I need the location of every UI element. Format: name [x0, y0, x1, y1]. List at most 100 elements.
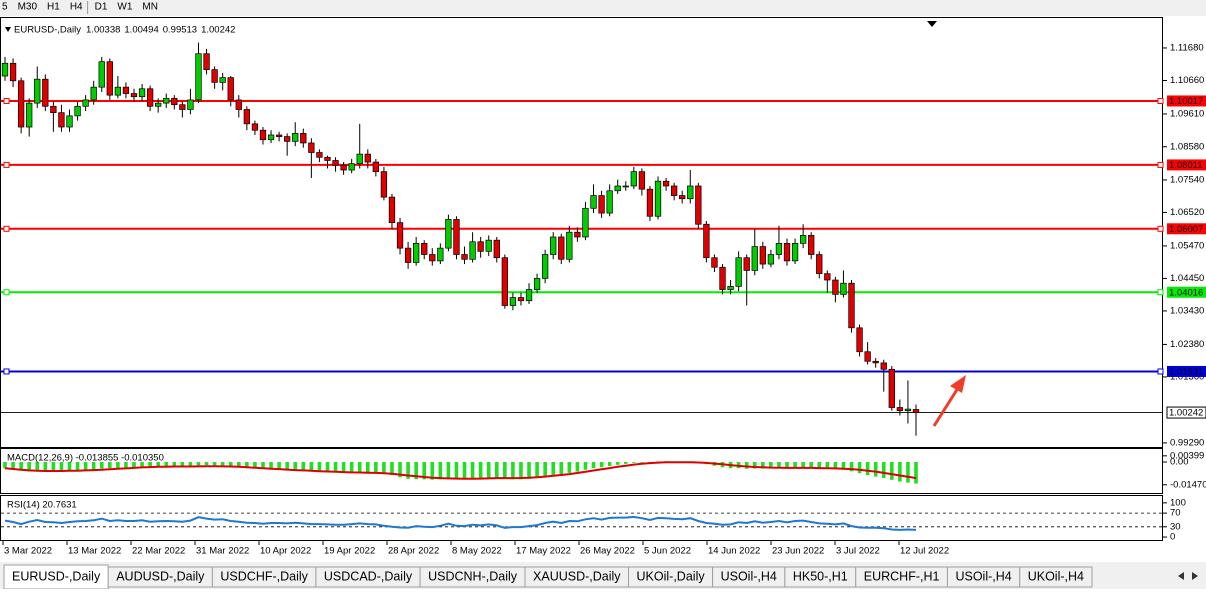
candle-body	[670, 185, 678, 196]
timeframe-button[interactable]: D1	[95, 2, 108, 13]
macd-bar	[285, 462, 289, 471]
level-handle	[3, 289, 10, 296]
date-label: 3 Jul 2022	[836, 546, 880, 557]
current-price-label: 1.00242	[1169, 408, 1203, 419]
candle-body	[904, 408, 912, 412]
tab-label[interactable]: XAUUSD-,Daily	[533, 569, 621, 583]
candle-body	[646, 188, 654, 217]
tab-label[interactable]: USOil-,H4	[955, 569, 1011, 583]
candle-body	[501, 257, 508, 306]
macd-bar	[172, 462, 177, 468]
timeframe-button[interactable]: W1	[117, 2, 132, 13]
tab-label[interactable]: EURUSD-,Daily	[12, 569, 101, 583]
macd-bar	[357, 462, 362, 473]
level-label-box	[1167, 223, 1206, 235]
rsi-tick-label: 70	[1170, 508, 1181, 519]
macd-bar	[382, 462, 386, 474]
timeframe-button[interactable]: H1	[47, 2, 60, 13]
candle-body	[155, 102, 162, 107]
macd-bar	[341, 462, 346, 473]
shift-marker	[927, 21, 937, 27]
candle-body	[356, 153, 363, 165]
candle-body	[219, 77, 226, 83]
macd-bar	[83, 462, 88, 471]
macd-bar	[430, 462, 435, 480]
header-marker	[5, 27, 11, 32]
candle-body	[791, 243, 799, 262]
date-label: 26 May 2022	[580, 546, 635, 557]
candle-body	[622, 185, 629, 188]
candle-body	[477, 241, 484, 252]
macd-bar	[898, 462, 902, 482]
tab-label[interactable]: AUDUSD-,Daily	[116, 569, 205, 583]
candle-body	[711, 257, 718, 268]
macd-bar	[841, 462, 846, 470]
candle-body	[267, 134, 275, 141]
macd-bar	[325, 462, 330, 472]
candle-body	[380, 171, 388, 198]
candle-body	[542, 254, 549, 279]
candle-body	[292, 133, 299, 142]
tab-scroll-left[interactable]	[1178, 572, 1184, 580]
macd-bar	[761, 462, 765, 469]
level-label-box	[1167, 159, 1206, 171]
tab-scroll-right[interactable]	[1192, 572, 1198, 580]
price-tick-label: 0.99290	[1170, 437, 1204, 448]
rsi-header: RSI(14) 20.7631	[7, 500, 77, 511]
macd-bar	[511, 462, 515, 480]
date-label: 5 Jun 2022	[644, 546, 691, 557]
tab-label[interactable]: USDCNH-,Daily	[428, 569, 518, 583]
macd-bar	[446, 462, 451, 479]
candle-body	[42, 78, 49, 107]
candle-body	[130, 93, 138, 98]
macd-bar	[567, 462, 572, 473]
timeframe-button[interactable]: MN	[142, 2, 158, 13]
timeframe-button[interactable]: M30	[18, 2, 38, 13]
candle-body	[824, 273, 831, 281]
rsi-line	[4, 515, 917, 531]
level-handle	[1157, 97, 1164, 104]
macd-bar	[535, 462, 539, 478]
candle-body	[122, 86, 130, 94]
tab-label[interactable]: HK50-,H1	[793, 569, 848, 583]
candle-body	[98, 61, 105, 88]
candle-body	[679, 195, 686, 200]
candle-body	[767, 254, 775, 265]
main-pane-border	[0, 17, 1163, 448]
rsi-tick-label: 0	[1170, 532, 1175, 543]
candle-body	[284, 136, 291, 142]
macd-bar	[67, 462, 72, 472]
candle-body	[856, 327, 863, 353]
macd-bar	[575, 462, 580, 472]
candle-body	[114, 86, 122, 96]
macd-bar	[261, 462, 265, 469]
macd-bar	[59, 462, 64, 472]
macd-bar	[253, 462, 257, 469]
timeframe-button[interactable]: 5	[2, 2, 8, 13]
macd-bar	[906, 462, 910, 483]
candle-body	[558, 236, 565, 260]
timeframe-button[interactable]: H4	[70, 2, 83, 13]
tab-label[interactable]: UKOil-,Daily	[637, 569, 706, 583]
tab[interactable]	[1019, 566, 1093, 588]
candle-body	[638, 171, 646, 190]
macd-bar	[390, 462, 394, 476]
date-label: 17 May 2022	[516, 546, 571, 557]
macd-signal-line	[4, 461, 917, 480]
candle-body	[74, 105, 81, 117]
macd-bar	[27, 462, 31, 472]
candle-body	[364, 153, 371, 163]
candle-body	[211, 69, 218, 83]
level-handle	[3, 368, 10, 375]
price-tick-label: 1.04450	[1170, 273, 1204, 284]
macd-bar	[881, 462, 886, 478]
macd-bar	[99, 462, 104, 469]
macd-bar	[632, 462, 636, 463]
macd-bar	[156, 462, 160, 468]
tab-label[interactable]: USOil-,H4	[721, 569, 777, 583]
tab-label[interactable]: EURCHF-,H1	[864, 569, 940, 583]
tab-label[interactable]: USDCHF-,Daily	[220, 569, 308, 583]
tab-label[interactable]: USDCAD-,Daily	[324, 569, 413, 583]
candle-body	[566, 231, 573, 260]
tab-label[interactable]: UKOil-,H4	[1028, 569, 1084, 583]
